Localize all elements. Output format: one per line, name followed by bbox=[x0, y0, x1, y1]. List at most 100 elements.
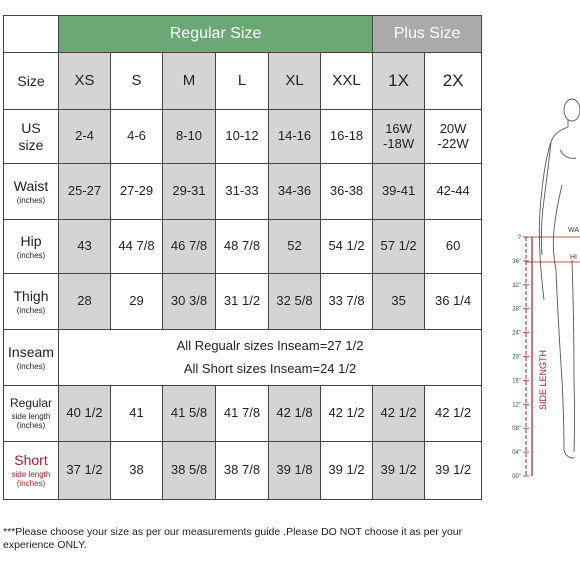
inseam-regular-text: All Regualr sizes Inseam=27 1/2 bbox=[176, 337, 364, 353]
table-cell: 42-44 bbox=[424, 163, 483, 220]
table-cell: L bbox=[215, 52, 269, 110]
table-cell: 42 1/8 bbox=[268, 385, 321, 442]
row-label-sub: side length (inches) bbox=[11, 470, 51, 489]
table-cell: 43 bbox=[58, 219, 111, 274]
table-cell: 27-29 bbox=[110, 163, 163, 220]
ruler-tick-label: 20" bbox=[512, 355, 521, 361]
table-cell: 28 bbox=[58, 273, 111, 330]
table-cell: S bbox=[110, 52, 163, 110]
table-cell: 60 bbox=[424, 219, 483, 274]
row-label: Regular side length (inches) bbox=[3, 385, 59, 442]
table-cell: 30 3/8 bbox=[162, 273, 216, 330]
ruler-tick-label: 16" bbox=[512, 378, 521, 384]
short-side-length-row: Short side length (inches) 37 1/2 38 38 5… bbox=[3, 441, 483, 500]
waist-row: Waist (inches) 25-27 27-29 29-31 31-33 34… bbox=[3, 163, 483, 220]
table-cell: 39 1/2 bbox=[372, 441, 426, 500]
hip-row: Hip (inches) 43 44 7/8 46 7/8 48 7/8 52 5… bbox=[3, 219, 483, 274]
table-cell: 39-41 bbox=[372, 163, 426, 220]
regular-side-length-row: Regular side length (inches) 40 1/2 41 41… bbox=[3, 385, 483, 442]
table-cell: 42 1/2 bbox=[424, 385, 483, 442]
table-cell: 35 bbox=[372, 273, 426, 330]
table-cell: 16W -18W bbox=[372, 109, 426, 164]
table-cell: 41 bbox=[110, 385, 163, 442]
ruler-ticks: ? 36" 32" 28" 24" 20" 16" 12" 08" 04" 00" bbox=[512, 235, 529, 480]
table-cell: 10-12 bbox=[215, 109, 269, 164]
ruler-tick-label: 32" bbox=[512, 283, 521, 289]
table-cell: 54 1/2 bbox=[319, 219, 374, 274]
table-cell: 39 1/8 bbox=[268, 441, 321, 500]
ruler-tick-label: 12" bbox=[512, 402, 521, 408]
ruler-tick-label: 00" bbox=[512, 474, 521, 480]
row-label: Thigh (inches) bbox=[3, 273, 59, 330]
table-cell: 32 5/8 bbox=[268, 273, 321, 330]
plus-size-header: Plus Size bbox=[372, 15, 483, 53]
table-cell: M bbox=[162, 52, 216, 110]
row-label: Short side length (inches) bbox=[3, 441, 59, 500]
body-measurement-figure: WA HI SIDE LENGTH ? 36" 32" 28" 24" 20" 16" 12"… bbox=[512, 98, 580, 480]
table-cell: 31-33 bbox=[215, 163, 269, 220]
row-label: Hip (inches) bbox=[3, 219, 59, 274]
row-label-sub: (inches) bbox=[16, 250, 46, 260]
thigh-row: Thigh (inches) 28 29 30 3/8 31 1/2 32 5/8… bbox=[3, 273, 483, 330]
table-cell: 4-6 bbox=[110, 109, 163, 164]
table-cell: 37 1/2 bbox=[58, 441, 111, 500]
table-cell: 40 1/2 bbox=[58, 385, 111, 442]
table-cell: 57 1/2 bbox=[372, 219, 426, 274]
table-cell: 38 bbox=[110, 441, 163, 500]
table-cell: 16-18 bbox=[319, 109, 374, 164]
row-label-main: Short bbox=[14, 452, 48, 469]
table-cell: 14-16 bbox=[268, 109, 321, 164]
table-cell: 34-36 bbox=[268, 163, 321, 220]
inseam-short-text: All Short sizes Inseam=24 1/2 bbox=[183, 360, 357, 376]
table-cell: 2X bbox=[424, 52, 483, 110]
row-label: Size bbox=[3, 52, 59, 110]
table-cell: XS bbox=[58, 52, 111, 110]
corner-cell bbox=[3, 15, 59, 53]
table-cell: 42 1/2 bbox=[319, 385, 374, 442]
row-label-sub: (inches) bbox=[16, 195, 46, 205]
table-cell: 41 7/8 bbox=[215, 385, 269, 442]
row-label-main: Waist bbox=[13, 177, 49, 194]
inseam-cell: All Regualr sizes Inseam=27 1/2 All Shor… bbox=[57, 329, 483, 386]
table-cell: 39 1/2 bbox=[319, 441, 374, 500]
ruler-tick-label: ? bbox=[518, 235, 522, 241]
row-label-main: US size bbox=[18, 120, 44, 153]
row-label-main: Thigh bbox=[13, 287, 49, 304]
table-cell: 29-31 bbox=[162, 163, 216, 220]
row-label-main: Size bbox=[17, 72, 45, 89]
header-row: Regular Size Plus Size bbox=[3, 15, 483, 53]
ruler-tick-label: 28" bbox=[512, 307, 521, 313]
row-label: Waist (inches) bbox=[3, 163, 59, 220]
us-size-row: US size 2-4 4-6 8-10 10-12 14-16 16-18 1… bbox=[3, 109, 483, 164]
size-chart-table: Regular Size Plus Size Size XS S M L XL … bbox=[3, 15, 483, 500]
cell-text: 20W -22W bbox=[437, 120, 469, 151]
row-label: US size bbox=[3, 109, 59, 164]
table-cell: 41 5/8 bbox=[162, 385, 216, 442]
table-cell: 36 1/4 bbox=[424, 273, 483, 330]
row-label-main: Regular bbox=[9, 396, 53, 411]
side-length-label: SIDE LENGTH bbox=[538, 350, 548, 410]
table-cell: 42 1/2 bbox=[372, 385, 426, 442]
table-cell: 38 5/8 bbox=[162, 441, 216, 500]
table-cell: 44 7/8 bbox=[110, 219, 163, 274]
table-cell: 48 7/8 bbox=[215, 219, 269, 274]
hip-marker: HI bbox=[570, 254, 577, 261]
table-cell: 38 7/8 bbox=[215, 441, 269, 500]
table-cell: 2-4 bbox=[58, 109, 111, 164]
ruler-tick-label: 24" bbox=[512, 331, 521, 337]
table-cell: XXL bbox=[319, 52, 374, 110]
body-silhouette bbox=[538, 98, 580, 459]
row-label-main: Inseam bbox=[8, 343, 54, 360]
table-cell: XL bbox=[268, 52, 321, 110]
row-label-sub: (inches) bbox=[16, 361, 46, 371]
row-label-sub: side length (inches) bbox=[11, 412, 51, 431]
size-row: Size XS S M L XL XXL 1X 2X bbox=[3, 52, 483, 110]
table-cell: 29 bbox=[110, 273, 163, 330]
row-label-sub: (inches) bbox=[16, 305, 46, 315]
table-cell: 52 bbox=[268, 219, 321, 274]
ruler-tick-label: 36" bbox=[512, 259, 521, 265]
table-cell: 31 1/2 bbox=[215, 273, 269, 330]
ruler-tick-label: 04" bbox=[512, 450, 521, 456]
regular-size-header: Regular Size bbox=[57, 15, 374, 53]
table-cell: 39 1/2 bbox=[424, 441, 483, 500]
